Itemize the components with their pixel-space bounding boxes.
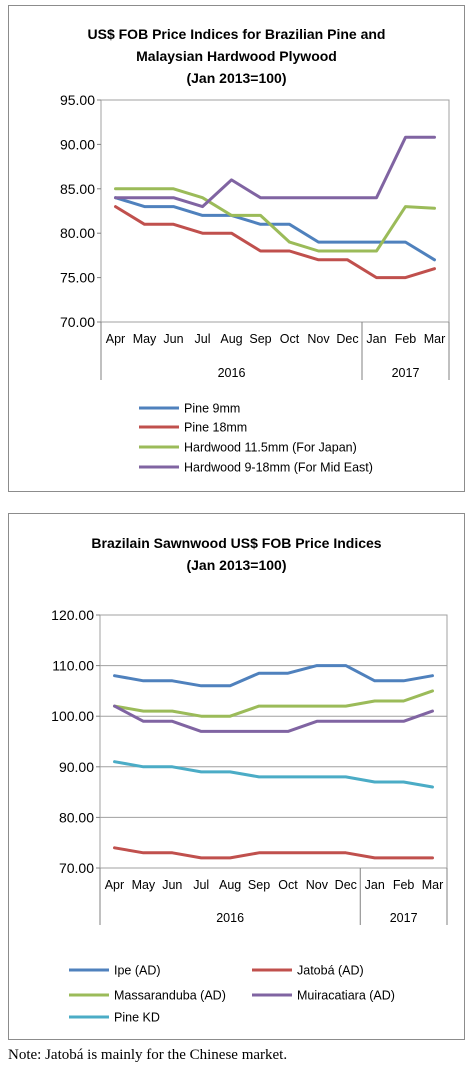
plywood-legend-label: Pine 18mm: [184, 421, 247, 435]
plywood-legend-label: Pine 9mm: [184, 402, 240, 416]
sawnwood-legend-label: Massaranduba (AD): [114, 989, 226, 1003]
sawnwood-y-tick-label: 100.00: [51, 708, 94, 724]
plywood-x-tick-label: Aug: [220, 332, 242, 346]
plywood-x-tick-label: May: [133, 332, 157, 346]
plywood-chart-panel: US$ FOB Price Indices for Brazilian Pine…: [8, 5, 465, 492]
plywood-x-tick-label: Oct: [280, 332, 300, 346]
plywood-x-tick-label: Apr: [106, 332, 125, 346]
sawnwood-x-tick-label: Mar: [422, 878, 444, 892]
plywood-series-line-4: [114, 135, 436, 209]
sawnwood-x-tick-label: Oct: [278, 878, 298, 892]
footnote: Note: Jatobá is mainly for the Chinese m…: [8, 1047, 288, 1063]
sawnwood-x-tick-label: May: [132, 878, 156, 892]
plywood-series-line-2: [114, 205, 436, 280]
plywood-x-tick-label: Jun: [163, 332, 183, 346]
plywood-x-tick-label: Sep: [249, 332, 271, 346]
sawnwood-series-line-4: [113, 704, 434, 733]
plywood-chart-svg: 70.00 75.00 80.00 85.00 90.00 95.00 Apr May Jun J…: [60, 92, 450, 475]
plywood-x-tick-label: Jul: [195, 332, 211, 346]
sawnwood-y-tick-label: 110.00: [52, 658, 94, 674]
sawnwood-year-label: 2016: [216, 911, 244, 925]
sawnwood-y-tick-label: 120.00: [51, 607, 94, 623]
sawnwood-series-line-1: [113, 664, 434, 688]
plywood-x-tick-label: Mar: [424, 332, 446, 346]
sawnwood-x-tick-label: Jan: [365, 878, 385, 892]
plywood-title-line-2: Malaysian Hardwood Plywood: [136, 48, 337, 64]
sawnwood-year-label: 2017: [390, 911, 418, 925]
plywood-y-tick-label: 85.00: [60, 181, 95, 197]
plywood-year-label: 2017: [392, 366, 420, 380]
plywood-x-tick-label: Dec: [336, 332, 358, 346]
sawnwood-legend-label: Muiracatiara (AD): [297, 989, 395, 1003]
sawnwood-title-line-1: Brazilain Sawnwood US$ FOB Price Indices: [91, 535, 382, 551]
sawnwood-series-line-2: [113, 846, 434, 860]
sawnwood-x-tick-label: Nov: [306, 878, 329, 892]
plywood-x-tick-label: Jan: [366, 332, 386, 346]
plywood-y-tick-label: 70.00: [60, 314, 95, 330]
plywood-x-tick-label: Feb: [395, 332, 417, 346]
sawnwood-legend-label: Jatobá (AD): [297, 964, 364, 978]
sawnwood-legend-label: Pine KD: [114, 1011, 160, 1025]
plywood-y-tick-label: 75.00: [60, 270, 95, 286]
plywood-x-tick-label: Nov: [307, 332, 330, 346]
sawnwood-x-tick-label: Aug: [219, 878, 241, 892]
sawnwood-series-line-5: [113, 760, 434, 789]
sawnwood-chart-title: Brazilain Sawnwood US$ FOB Price Indices…: [9, 532, 464, 576]
sawnwood-chart-svg: 70.00 80.00 90.00 100.00 110.00 120.00 Apr May J…: [51, 607, 448, 1025]
plywood-plot-area: [100, 99, 450, 323]
sawnwood-chart-panel: Brazilain Sawnwood US$ FOB Price Indices…: [8, 513, 465, 1040]
plywood-y-tick-label: 80.00: [60, 225, 95, 241]
sawnwood-x-tick-label: Jul: [193, 878, 209, 892]
plywood-legend-label: Hardwood 9-18mm (For Mid East): [184, 461, 373, 475]
sawnwood-title-line-2: (Jan 2013=100): [186, 557, 287, 573]
sawnwood-y-tick-label: 90.00: [59, 759, 94, 775]
sawnwood-series-line-3: [113, 689, 434, 718]
plywood-chart-title: US$ FOB Price Indices for Brazilian Pine…: [9, 23, 464, 89]
plywood-series-line-3: [114, 187, 436, 253]
plywood-title-line-1: US$ FOB Price Indices for Brazilian Pine…: [87, 26, 386, 42]
plywood-y-tick-label: 95.00: [60, 92, 95, 108]
sawnwood-x-tick-label: Dec: [335, 878, 357, 892]
sawnwood-x-tick-label: Apr: [105, 878, 124, 892]
plywood-legend-label: Hardwood 11.5mm (For Japan): [184, 441, 357, 455]
sawnwood-x-tick-label: Sep: [248, 878, 270, 892]
plywood-y-tick-label: 90.00: [60, 136, 95, 152]
sawnwood-plot-area: [99, 614, 448, 869]
sawnwood-x-tick-label: Jun: [162, 878, 182, 892]
sawnwood-y-tick-label: 70.00: [59, 860, 94, 876]
sawnwood-x-tick-label: Feb: [393, 878, 415, 892]
plywood-year-label: 2016: [218, 366, 246, 380]
sawnwood-legend-label: Ipe (AD): [114, 964, 161, 978]
sawnwood-y-tick-label: 80.00: [59, 809, 94, 825]
plywood-title-line-3: (Jan 2013=100): [186, 70, 287, 86]
